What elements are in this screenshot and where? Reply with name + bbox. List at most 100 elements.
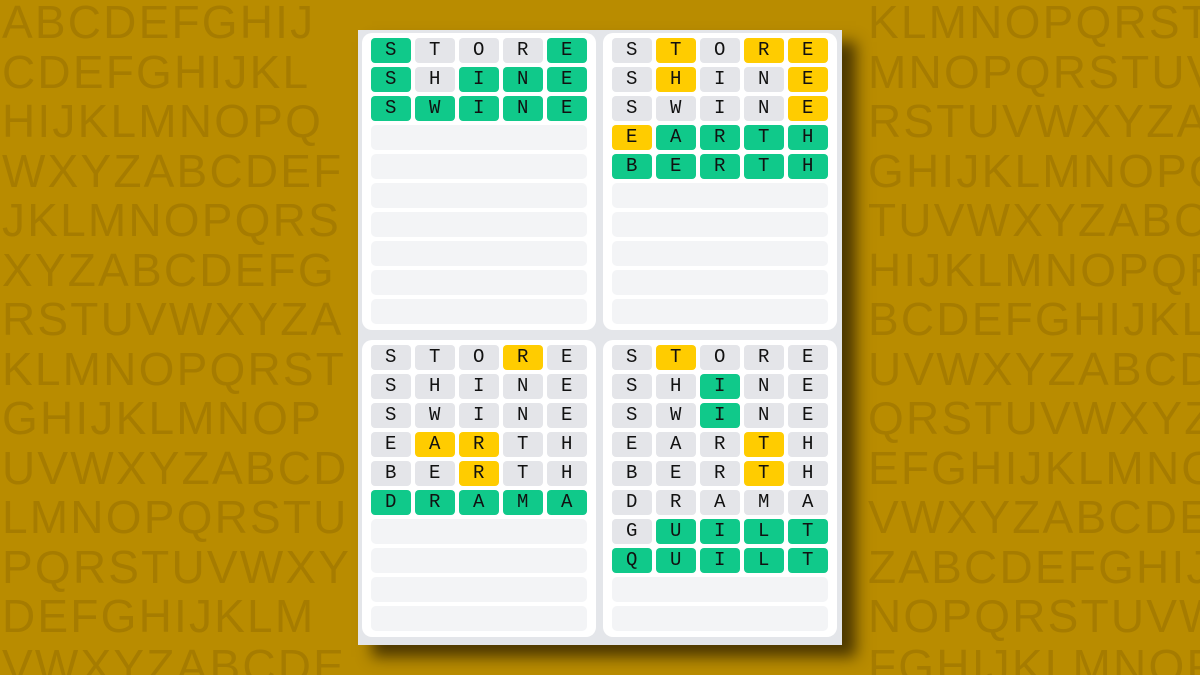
- letter-tile-present: [459, 461, 499, 486]
- letter-tile-present: [612, 125, 652, 150]
- letter-tile-absent: [612, 345, 652, 370]
- letter-tile-absent: [656, 432, 696, 457]
- guess-row: STORE: [371, 345, 587, 370]
- guess-row: SWINE: [371, 96, 587, 121]
- background-letters-left: XYZABCDEFG: [2, 243, 336, 296]
- letter-tile-correct: [744, 154, 784, 179]
- background-letters-left: LMNOPQRSTU: [2, 491, 349, 543]
- guess-row: BERTH: [371, 461, 587, 486]
- empty-row: [612, 606, 828, 631]
- letter-tile-absent: [371, 432, 411, 457]
- empty-row: [371, 299, 587, 324]
- guess-row: EARTH: [612, 432, 828, 457]
- letter-tile-absent: [656, 374, 696, 399]
- letter-tile-present: [788, 67, 828, 92]
- letter-tile-present: [459, 432, 499, 457]
- guess-row: GUILT: [612, 519, 828, 544]
- letter-tile-absent: [612, 461, 652, 486]
- letter-tile-correct: [503, 96, 543, 121]
- guess-row: EARTH: [612, 125, 828, 150]
- letter-tile-absent: [371, 461, 411, 486]
- letter-tile-correct: [656, 154, 696, 179]
- letter-tile-correct: [744, 125, 784, 150]
- letter-tile-correct: [459, 96, 499, 121]
- guess-word: BERTH: [385, 462, 606, 484]
- guess-row: EARTH: [371, 432, 587, 457]
- letter-tile-absent: [415, 345, 455, 370]
- letter-tile-correct: [700, 548, 740, 573]
- background-letter-row: LMNOPQRSTU VWXYZABCDEFGHIJKLMNOPQRS: [0, 491, 1200, 543]
- letter-tile-correct: [371, 38, 411, 63]
- guess-row: QUILT: [612, 548, 828, 573]
- letter-tile-absent: [612, 96, 652, 121]
- letter-tile-absent: [700, 96, 740, 121]
- letter-tile-absent: [503, 432, 543, 457]
- letter-tile-correct: [371, 96, 411, 121]
- guess-word: DRAMA: [626, 491, 847, 513]
- letter-tile-absent: [656, 96, 696, 121]
- guess-word: BERTH: [626, 462, 847, 484]
- letter-tile-absent: [459, 403, 499, 428]
- letter-tile-absent: [459, 374, 499, 399]
- guess-word: BERTH: [626, 155, 847, 177]
- letter-tile-correct: [612, 154, 652, 179]
- empty-row: [371, 606, 587, 631]
- letter-tile-present: [788, 38, 828, 63]
- background-letters-left: VWXYZABCDE: [2, 639, 347, 675]
- guess-word: SWINE: [626, 404, 847, 426]
- letter-tile-absent: [612, 432, 652, 457]
- guess-row: DRAMA: [612, 490, 828, 515]
- empty-row: [371, 519, 587, 544]
- background-letters-left: HIJKLMNOPQ: [2, 95, 324, 147]
- background-letters-left: JKLMNOPQRS: [2, 194, 341, 246]
- letter-tile-correct: [700, 125, 740, 150]
- guess-word: EARTH: [385, 433, 606, 455]
- letter-tile-absent: [700, 461, 740, 486]
- background-letters-right: QRSTUVWXYZABCDEFGHIJKLMN: [868, 392, 1200, 444]
- letter-tile-correct: [700, 403, 740, 428]
- board-top-left: STORE SHINE SWINE: [362, 33, 596, 330]
- letter-tile-correct: [788, 154, 828, 179]
- guess-word: EARTH: [626, 433, 847, 455]
- guess-word: SHINE: [385, 375, 606, 397]
- letter-tile-absent: [415, 403, 455, 428]
- guess-word: STORE: [385, 346, 606, 368]
- guess-word: SHINE: [626, 68, 847, 90]
- letter-tile-absent: [547, 403, 587, 428]
- empty-row: [371, 125, 587, 150]
- letter-tile-absent: [503, 38, 543, 63]
- letter-tile-absent: [371, 345, 411, 370]
- letter-tile-absent: [415, 67, 455, 92]
- letter-tile-correct: [371, 490, 411, 515]
- board-top-right: STORE SHINE SWINE EARTH BERTH: [603, 33, 837, 330]
- letter-tile-correct: [656, 548, 696, 573]
- letter-tile-absent: [371, 374, 411, 399]
- letter-tile-absent: [612, 38, 652, 63]
- letter-tile-absent: [788, 403, 828, 428]
- background-letters-left: WXYZABCDEF: [2, 144, 344, 197]
- letter-tile-correct: [547, 96, 587, 121]
- letter-tile-correct: [547, 490, 587, 515]
- guess-row: SHINE: [612, 374, 828, 399]
- letter-tile-correct: [547, 67, 587, 92]
- empty-row: [371, 154, 587, 179]
- background-letters-left: PQRSTUVWXY: [2, 540, 352, 593]
- background-letters-left: UVWXYZABCD: [2, 441, 349, 494]
- letter-tile-present: [788, 96, 828, 121]
- letter-tile-absent: [788, 490, 828, 515]
- guess-row: SHINE: [612, 67, 828, 92]
- guess-row: SWINE: [371, 403, 587, 428]
- letter-tile-correct: [656, 519, 696, 544]
- guess-word: STORE: [385, 39, 606, 61]
- background-letter-row: GHIJKLMNOP QRSTUVWXYZABCDEFGHIJKLMN: [0, 392, 1200, 444]
- background-letters-left: GHIJKLMNOP: [2, 392, 324, 444]
- letter-tile-correct: [788, 125, 828, 150]
- empty-row: [612, 577, 828, 602]
- letter-tile-absent: [788, 345, 828, 370]
